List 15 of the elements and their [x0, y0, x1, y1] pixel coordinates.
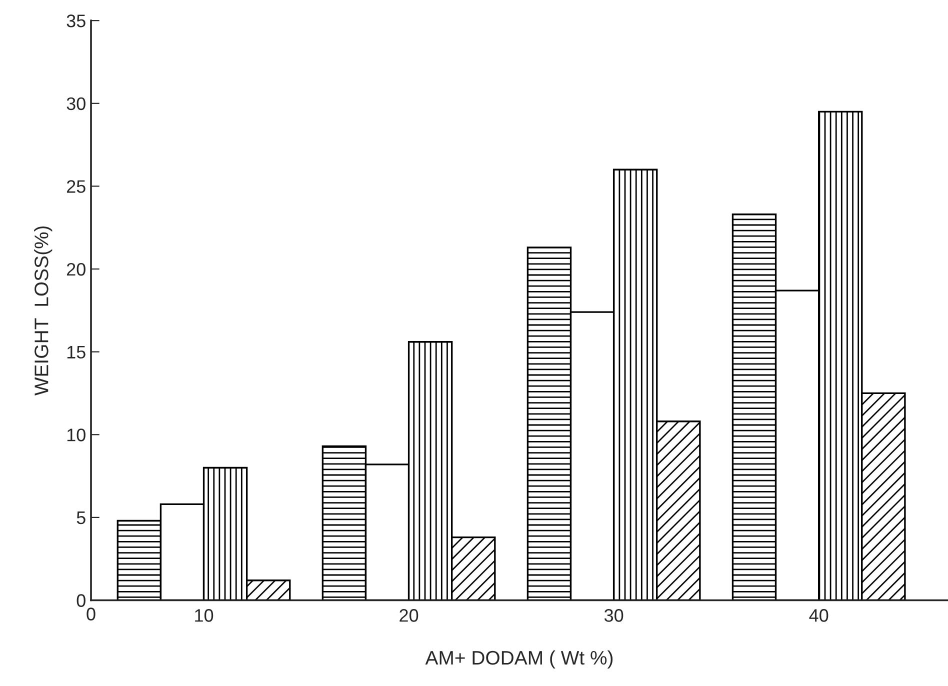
- y-tick-label: 30: [66, 97, 86, 110]
- y-tick-label: 10: [67, 428, 86, 442]
- y-tick-label: 0: [76, 594, 86, 607]
- x-tick-label: 10: [195, 609, 214, 622]
- y-tick-label: 15: [67, 346, 86, 359]
- x-tick-label: 20: [400, 609, 418, 622]
- y-tick-label: 20: [66, 262, 86, 276]
- y-tick-label: 25: [66, 180, 86, 193]
- y-tick-label: 35: [66, 14, 86, 28]
- text: 0: [86, 608, 96, 620]
- y-tick-label: 5: [76, 512, 86, 524]
- y-axis-title: WEIGHT LOSS(%): [34, 226, 52, 396]
- x-tick-label: 30: [604, 609, 624, 622]
- x-tick-label: 40: [809, 609, 828, 622]
- x-axis-title: AM+ DODAM ( Wt %): [425, 650, 613, 669]
